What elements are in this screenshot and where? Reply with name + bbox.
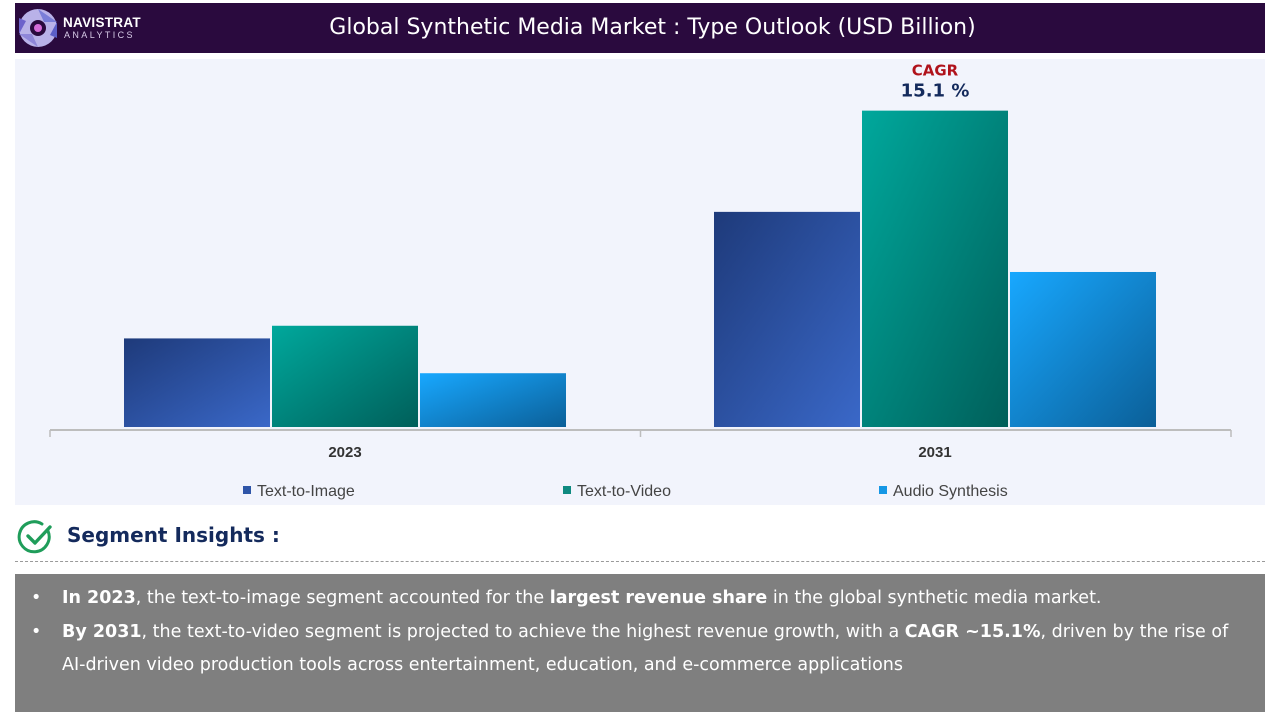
legend-item: Text-to-Video [563,483,671,500]
legend-swatch [243,486,251,494]
check-circle-icon [17,520,52,554]
bar-2031-text-to-video [862,110,1008,428]
insight-text: , the text-to-image segment accounted fo… [135,588,550,608]
logo-name: NAVISTRAT [63,15,141,30]
insight-bullet: By 2031, the text-to-video segment is pr… [31,616,1245,683]
insights-title: Segment Insights : [67,523,280,547]
bar-2031-audio-synthesis [1010,271,1156,427]
header-bar: NAVISTRAT ANALYTICS Global Synthetic Med… [15,3,1265,53]
legend-item: Text-to-Image [243,483,355,500]
insight-emphasis: By 2031 [62,621,142,642]
x-tick-label: 2031 [918,444,951,461]
logo-subname: ANALYTICS [64,30,135,40]
insight-emphasis: CAGR ~15.1% [904,621,1041,642]
page-title: Global Synthetic Media Market : Type Out… [329,15,976,40]
legend-item: Audio Synthesis [879,483,1008,500]
insight-emphasis: In 2023 [62,588,136,608]
cagr-value: 15.1 % [901,81,970,102]
aperture-logo-icon [19,9,57,47]
insight-text: , driven by the rise of AI-driven video … [62,621,1229,676]
insights-header: Segment Insights : [15,512,1265,562]
legend-label: Text-to-Image [257,483,355,500]
bar-2023-text-to-video [272,325,418,427]
insights-body: In 2023, the text-to-image segment accou… [15,574,1265,712]
insight-text: , the text-to-video segment is projected… [141,621,905,642]
cagr-label: CAGR [912,62,959,80]
legend-label: Text-to-Video [577,483,671,500]
bar-2031-text-to-image [714,211,860,427]
legend-swatch [879,486,887,494]
company-logo: NAVISTRAT ANALYTICS [17,5,157,51]
bar-2023-audio-synthesis [420,373,566,427]
legend-label: Audio Synthesis [893,483,1008,500]
x-tick-label: 2023 [328,444,361,461]
chart-panel: 2023 2031 CAGR 15.1 % Text-to-Image Text-to-V… [15,59,1265,505]
insight-bullet: In 2023, the text-to-image segment accou… [31,582,1245,616]
insight-emphasis: largest revenue share [549,588,768,608]
divider [15,561,1265,562]
bar-2023-text-to-image [124,338,270,427]
insight-text: in the global synthetic media market. [767,588,1102,608]
legend-swatch [563,486,571,494]
